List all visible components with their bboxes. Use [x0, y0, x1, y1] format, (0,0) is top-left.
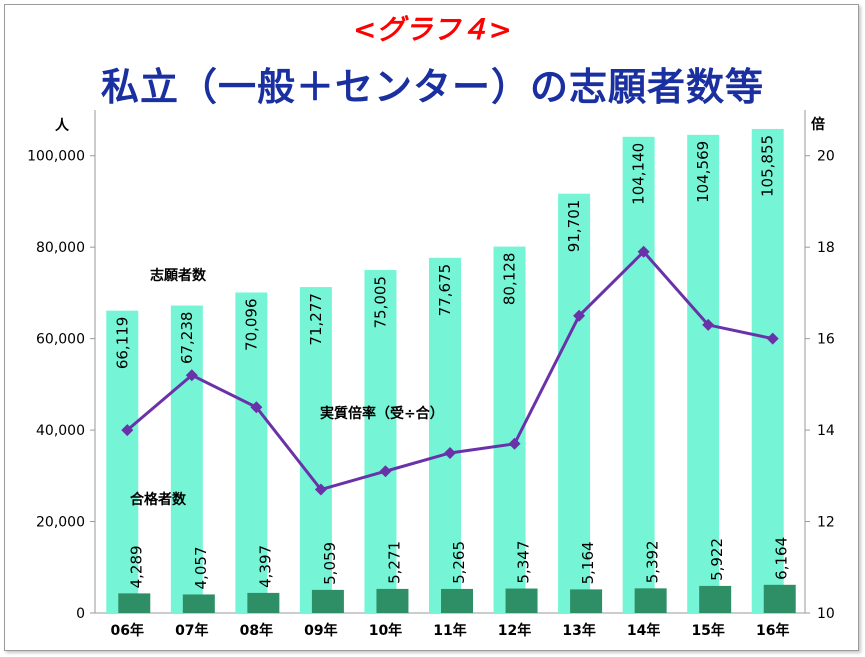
applicant-bar: [170, 305, 203, 613]
applicant-value-label: 77,675: [436, 264, 454, 317]
passer-value-label: 5,059: [321, 542, 339, 585]
annotation-applicants: 志願者数: [150, 267, 207, 284]
passer-value-label: 6,164: [773, 537, 791, 580]
y-left-tick-label: 20,000: [36, 515, 85, 531]
applicant-value-label: 67,238: [178, 312, 196, 365]
applicant-value-label: 80,128: [501, 253, 519, 306]
y-left-tick-label: 0: [76, 606, 85, 622]
passer-bar: [763, 584, 796, 613]
ratio-point: [185, 369, 198, 382]
passer-value-label: 5,265: [450, 541, 468, 584]
y-right-tick-label: 18: [817, 240, 835, 256]
x-tick-label: 08年: [240, 622, 273, 639]
y-right-tick-label: 16: [817, 332, 835, 348]
passer-value-label: 5,347: [515, 541, 533, 584]
applicant-value-label: 91,701: [565, 200, 583, 253]
x-tick-label: 14年: [627, 622, 660, 639]
x-tick-label: 07年: [175, 622, 208, 639]
applicant-value-label: 104,140: [630, 143, 648, 205]
applicant-bar: [622, 136, 655, 613]
applicant-bar: [429, 257, 461, 613]
applicant-value-label: 70,096: [242, 298, 260, 351]
x-tick-label: 09年: [304, 622, 337, 639]
y-right-unit: 倍: [811, 116, 825, 133]
passer-bar: [311, 589, 344, 613]
applicant-bar: [751, 128, 784, 613]
passer-value-label: 5,392: [644, 540, 662, 583]
y-left-tick-label: 80,000: [36, 240, 85, 256]
passer-value-label: 4,057: [192, 546, 210, 589]
annotation-passers: 合格者数: [130, 491, 187, 508]
passer-bar: [634, 588, 667, 613]
y-left-tick-label: 40,000: [36, 423, 85, 439]
passer-bar: [182, 594, 215, 613]
ratio-point: [379, 465, 392, 478]
passer-value-label: 5,164: [579, 541, 597, 584]
ratio-point: [766, 332, 779, 345]
passer-bar: [505, 588, 538, 613]
x-tick-label: 13年: [562, 622, 595, 639]
passer-bar: [699, 585, 732, 613]
y-left-tick-label: 100,000: [27, 149, 85, 165]
passer-value-label: 4,289: [127, 545, 145, 588]
x-tick-label: 06年: [111, 622, 144, 639]
passer-value-label: 5,922: [708, 538, 726, 581]
ratio-point: [250, 401, 263, 414]
ratio-point: [637, 245, 650, 258]
y-right-tick-label: 12: [817, 515, 835, 531]
passer-bar: [118, 593, 151, 613]
ratio-point: [444, 446, 456, 459]
x-tick-label: 16年: [756, 622, 789, 639]
applicant-value-label: 104,569: [694, 141, 712, 203]
applicant-value-label: 75,005: [371, 276, 389, 329]
applicant-bar: [299, 287, 332, 613]
applicant-bar: [235, 292, 268, 613]
ratio-point: [121, 424, 134, 437]
passer-bar: [247, 592, 280, 613]
annotation-ratio: 実質倍率（受÷合）: [320, 405, 444, 422]
x-tick-label: 10年: [369, 622, 402, 639]
y-right-tick-label: 20: [817, 149, 835, 165]
ratio-point: [508, 437, 521, 450]
y-right-tick-label: 10: [817, 606, 835, 622]
passer-value-label: 4,397: [256, 545, 274, 588]
y-left-unit: 人: [55, 117, 70, 134]
passer-bar: [570, 589, 603, 613]
applicant-value-label: 66,119: [113, 317, 131, 370]
x-tick-label: 12年: [498, 622, 531, 639]
y-right-tick-label: 14: [817, 423, 835, 439]
chart-title: 私立（一般＋センター）の志願者数等: [100, 65, 764, 109]
applicant-bar: [558, 193, 591, 613]
passer-bar: [376, 588, 409, 613]
ratio-point: [573, 309, 586, 322]
applicant-bar: [364, 270, 397, 613]
ratio-point: [314, 483, 327, 496]
applicant-bar: [106, 310, 139, 613]
applicant-value-label: 71,277: [307, 293, 325, 346]
applicant-value-label: 105,855: [759, 135, 777, 197]
applicant-bar: [687, 134, 720, 614]
passer-value-label: 5,271: [385, 541, 403, 584]
x-tick-label: 15年: [691, 622, 724, 639]
chart-subtitle: <グラフ４>: [353, 13, 512, 46]
ratio-point: [702, 318, 715, 331]
passer-bar: [441, 588, 473, 613]
x-tick-label: 11年: [433, 622, 466, 639]
y-left-tick-label: 60,000: [36, 332, 85, 348]
